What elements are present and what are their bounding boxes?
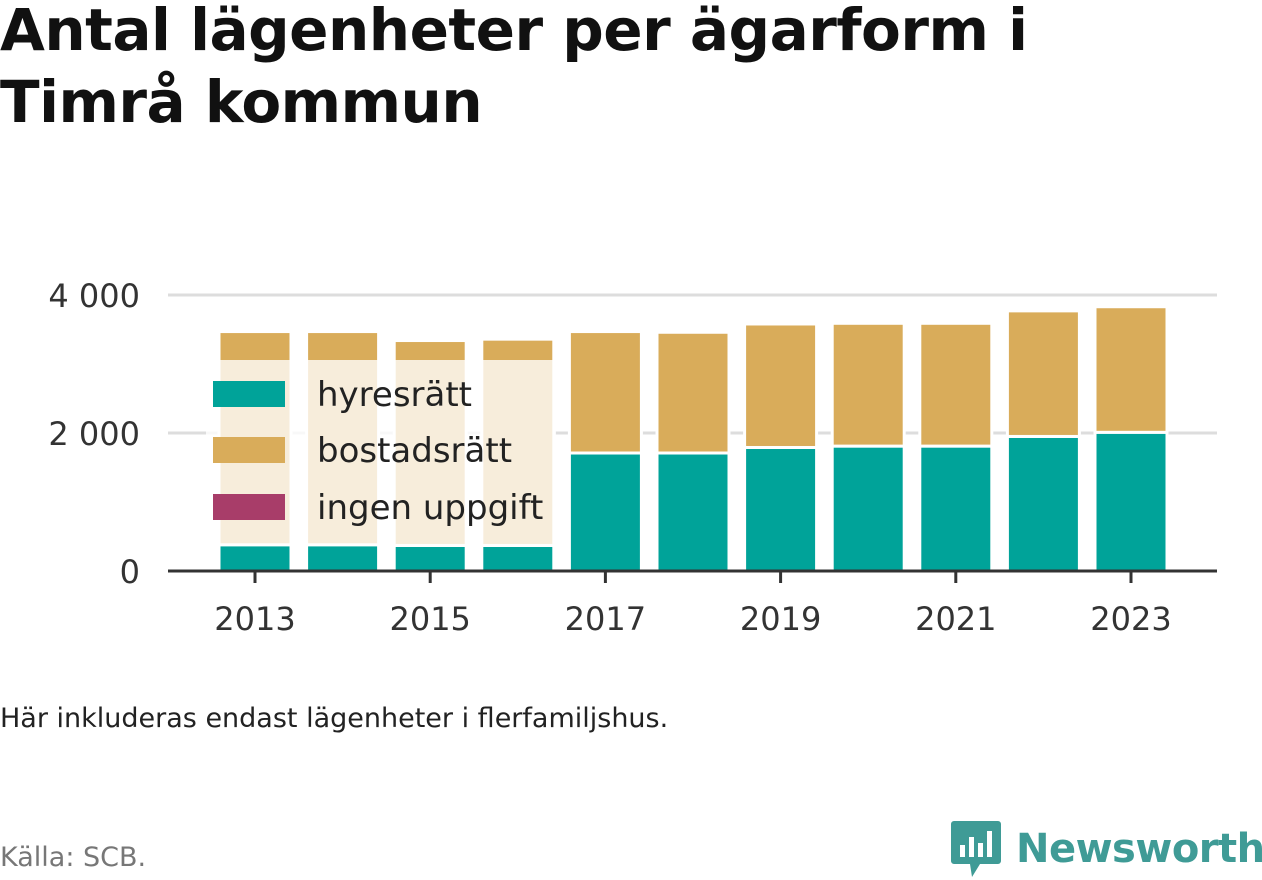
brand-name: Newsworthy: [1016, 826, 1262, 872]
x-tick-label: 2023: [1090, 600, 1171, 638]
bar-hyresrätt-2015: [392, 543, 468, 573]
bar-bostadsrätt-2021: [918, 321, 994, 448]
legend-swatch: [213, 381, 285, 407]
bar-hyresrätt-2014: [305, 543, 381, 573]
bar-bostadsrätt-2019: [743, 322, 819, 449]
x-tick-label: 2017: [565, 600, 646, 638]
bar-hyresrätt-2022: [1005, 434, 1081, 573]
bar-hyresrätt-2017: [567, 451, 643, 573]
bar-bostadsrätt-2017: [567, 330, 643, 455]
legend-swatch: [213, 494, 285, 520]
bar-bostadsrätt-2022: [1005, 309, 1081, 438]
bar-hyresrätt-2023: [1093, 430, 1169, 573]
bar-hyresrätt-2020: [830, 444, 906, 573]
bar-hyresrätt-2016: [480, 543, 556, 573]
legend-label: hyresrätt: [317, 375, 472, 415]
source-text: Källa: SCB.: [0, 842, 147, 873]
bar-hyresrätt-2019: [743, 445, 819, 573]
x-tick-label: 2021: [915, 600, 996, 638]
chart-note: Här inkluderas endast lägenheter i flerf…: [0, 703, 669, 734]
stacked-bar-chart: 0 2 000 4 000 hyresrätt bostadsrätt ingen up…: [48, 277, 1217, 638]
chart-title: Antal lägenheter per ägarform i Timrå ko…: [0, 0, 1028, 136]
bar-bostadsrätt-2023: [1093, 305, 1169, 434]
bar-bostadsrätt-2020: [830, 321, 906, 448]
y-tick-label: 4 000: [48, 277, 140, 315]
y-tick-label: 0: [120, 553, 140, 591]
bar-hyresrätt-2021: [918, 444, 994, 573]
x-tick-label: 2019: [740, 600, 821, 638]
chart-bubble-icon: [951, 821, 1001, 877]
bar-hyresrätt-2018: [655, 451, 731, 573]
x-tick-label: 2015: [389, 600, 470, 638]
bar-hyresrätt-2013: [217, 543, 293, 573]
bar-bostadsrätt-2018: [655, 330, 731, 455]
legend-swatch: [213, 437, 285, 463]
legend-label: ingen uppgift: [317, 488, 543, 528]
x-tick-label: 2013: [214, 600, 295, 638]
newsworthy-logo: Newsworthy: [950, 818, 1262, 880]
y-tick-label: 2 000: [48, 415, 140, 453]
legend-label: bostadsrätt: [317, 431, 512, 471]
